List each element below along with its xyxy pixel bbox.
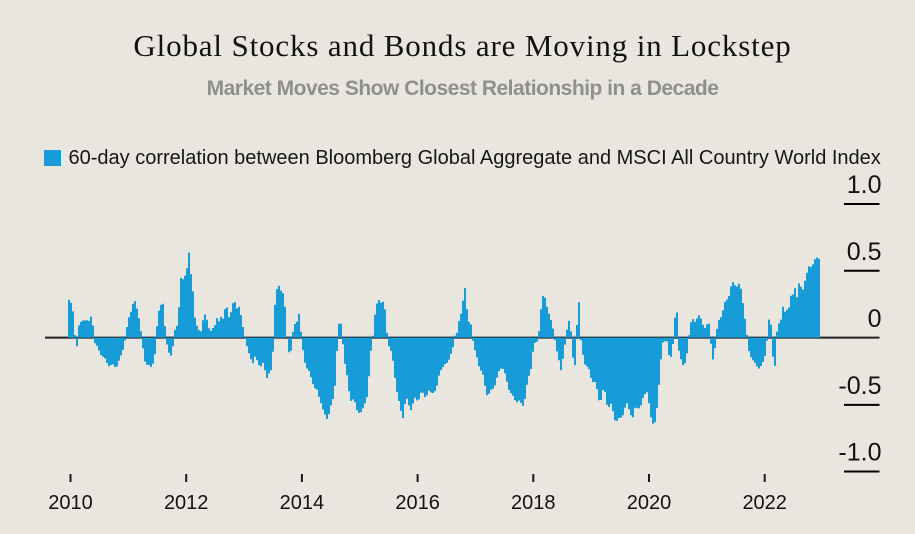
svg-text:2018: 2018 bbox=[511, 492, 556, 514]
svg-text:1.0: 1.0 bbox=[847, 171, 882, 199]
svg-text:0.5: 0.5 bbox=[847, 238, 882, 266]
svg-text:2010: 2010 bbox=[48, 492, 93, 514]
svg-text:2016: 2016 bbox=[395, 492, 440, 514]
svg-text:2020: 2020 bbox=[627, 492, 672, 514]
svg-text:0: 0 bbox=[868, 305, 882, 333]
svg-text:2022: 2022 bbox=[742, 492, 787, 514]
svg-text:2014: 2014 bbox=[280, 492, 325, 514]
svg-text:-1.0: -1.0 bbox=[838, 439, 881, 467]
svg-text:-0.5: -0.5 bbox=[838, 372, 881, 400]
svg-text:2012: 2012 bbox=[164, 492, 209, 514]
